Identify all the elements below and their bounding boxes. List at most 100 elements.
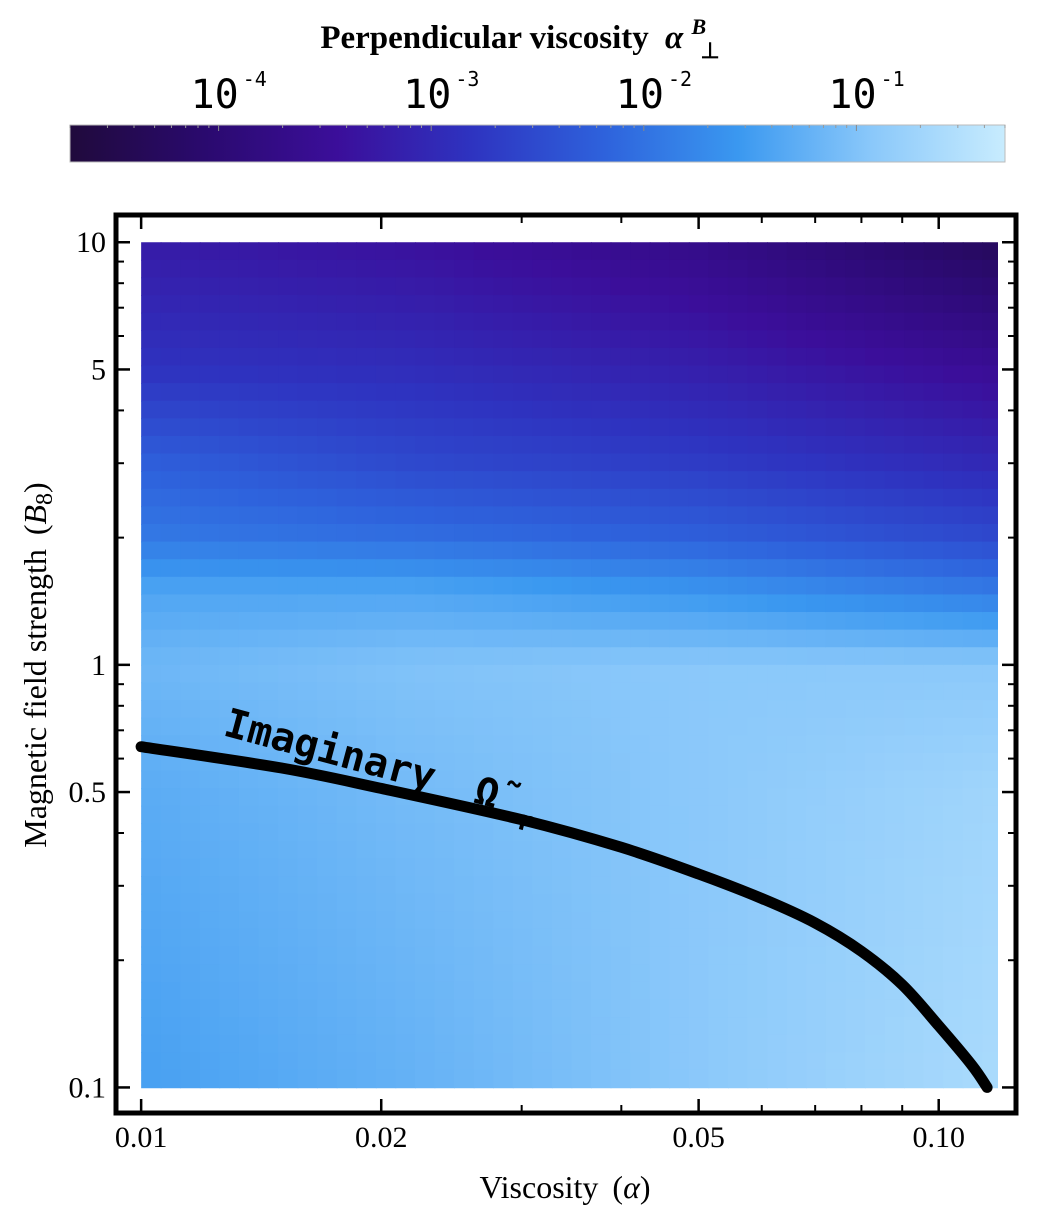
heatmap-cell bbox=[845, 717, 866, 737]
heatmap-cell bbox=[297, 576, 318, 596]
heatmap-cell bbox=[962, 259, 984, 279]
heatmap-cell bbox=[688, 1017, 710, 1036]
heatmap-cell bbox=[688, 823, 710, 842]
heatmap-cell bbox=[825, 805, 847, 825]
heatmap-cell bbox=[864, 717, 886, 737]
heatmap-cell bbox=[825, 488, 847, 508]
heatmap-cell bbox=[747, 347, 768, 367]
heatmap-cell bbox=[904, 964, 925, 983]
heatmap-cell bbox=[591, 418, 612, 437]
heatmap-cell bbox=[982, 682, 998, 701]
heatmap-cell bbox=[767, 435, 788, 455]
heatmap-cell bbox=[923, 823, 944, 842]
heatmap-cell bbox=[551, 418, 573, 437]
heatmap-cell bbox=[747, 330, 768, 349]
heatmap-cell bbox=[591, 400, 612, 420]
heatmap-cell bbox=[493, 928, 514, 948]
heatmap-cell bbox=[630, 612, 651, 631]
heatmap-cell bbox=[630, 312, 651, 332]
heatmap-cell bbox=[825, 1034, 847, 1054]
heatmap-cell bbox=[199, 928, 221, 948]
heatmap-cell bbox=[982, 629, 998, 649]
heatmap-cell bbox=[708, 735, 729, 754]
heatmap-cell bbox=[904, 858, 925, 877]
heatmap-cell bbox=[258, 612, 279, 631]
heatmap-cell bbox=[238, 664, 260, 684]
heatmap-cell bbox=[395, 1052, 416, 1071]
heatmap-cell bbox=[160, 506, 182, 525]
heatmap-cell bbox=[688, 242, 710, 261]
heatmap-cell bbox=[806, 823, 827, 842]
heatmap-cell bbox=[688, 1069, 710, 1089]
heatmap-cell bbox=[454, 418, 475, 437]
heatmap-cell bbox=[512, 1017, 534, 1036]
heatmap-cell bbox=[199, 312, 221, 332]
heatmap-cell bbox=[708, 928, 729, 948]
heatmap-cell bbox=[434, 911, 455, 930]
heatmap-cell bbox=[180, 330, 201, 349]
heatmap-cell bbox=[160, 964, 182, 983]
heatmap-cell bbox=[630, 1034, 651, 1054]
heatmap-cell bbox=[532, 576, 553, 596]
heatmap-cell bbox=[297, 823, 318, 842]
heatmap-cell bbox=[767, 981, 788, 1001]
heatmap-cell bbox=[512, 770, 534, 789]
heatmap-cell bbox=[708, 629, 729, 649]
heatmap-cell bbox=[669, 928, 690, 948]
heatmap-cell bbox=[454, 523, 475, 543]
heatmap-cell bbox=[825, 876, 847, 895]
heatmap-cell bbox=[864, 559, 886, 578]
heatmap-cell bbox=[356, 928, 377, 948]
heatmap-cell bbox=[199, 435, 221, 455]
heatmap-cell bbox=[649, 999, 671, 1018]
heatmap-cell bbox=[904, 435, 925, 455]
heatmap-cell bbox=[219, 506, 240, 525]
heatmap-cell bbox=[649, 365, 671, 384]
heatmap-cell bbox=[258, 717, 279, 737]
heatmap-cell bbox=[356, 911, 377, 930]
heatmap-cell bbox=[297, 946, 318, 965]
heatmap-cell bbox=[454, 365, 475, 384]
heatmap-cell bbox=[884, 541, 905, 560]
heatmap-cell bbox=[943, 506, 964, 525]
heatmap-cell bbox=[317, 700, 338, 719]
heatmap-cell bbox=[649, 295, 671, 314]
heatmap-cell bbox=[767, 259, 788, 279]
heatmap-cell bbox=[669, 893, 690, 913]
heatmap-cell bbox=[649, 805, 671, 825]
heatmap-cell bbox=[708, 471, 729, 490]
heatmap-cell bbox=[669, 911, 690, 930]
heatmap-cell bbox=[336, 612, 358, 631]
heatmap-cell bbox=[454, 259, 475, 279]
heatmap-cell bbox=[571, 576, 592, 596]
heatmap-cell bbox=[610, 347, 631, 367]
heatmap-cell bbox=[434, 312, 455, 332]
heatmap-cell bbox=[649, 576, 671, 596]
heatmap-cell bbox=[610, 242, 631, 261]
heatmap-cell bbox=[395, 805, 416, 825]
heatmap-cell bbox=[297, 400, 318, 420]
heatmap-cell bbox=[493, 981, 514, 1001]
heatmap-cell bbox=[767, 682, 788, 701]
heatmap-cell bbox=[551, 629, 573, 649]
heatmap-cell bbox=[884, 242, 905, 261]
heatmap-cell bbox=[806, 295, 827, 314]
heatmap-cell bbox=[160, 770, 182, 789]
heatmap-cell bbox=[669, 647, 690, 666]
heatmap-cell bbox=[356, 629, 377, 649]
heatmap-cell bbox=[258, 559, 279, 578]
heatmap-cell bbox=[551, 770, 573, 789]
heatmap-cell bbox=[199, 400, 221, 420]
heatmap-cell bbox=[434, 259, 455, 279]
heatmap-cell bbox=[591, 700, 612, 719]
heatmap-cell bbox=[571, 700, 592, 719]
heatmap-cell bbox=[943, 330, 964, 349]
heatmap-cell bbox=[904, 242, 925, 261]
heatmap-cell bbox=[923, 858, 944, 877]
heatmap-cell bbox=[473, 1069, 495, 1089]
heatmap-cell bbox=[806, 700, 827, 719]
heatmap-cell bbox=[434, 752, 455, 772]
heatmap-cell bbox=[610, 1034, 631, 1054]
heatmap-cell bbox=[806, 946, 827, 965]
heatmap-cell bbox=[434, 682, 455, 701]
